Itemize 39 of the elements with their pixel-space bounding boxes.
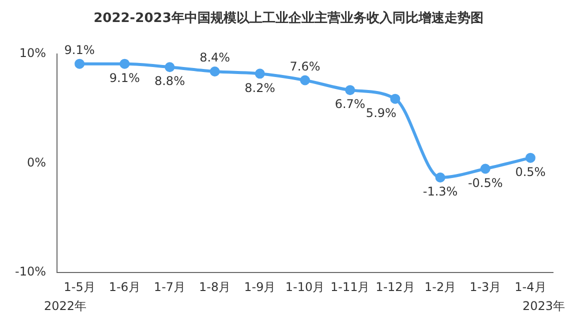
x-tick-label: 1-7月 xyxy=(154,280,186,294)
point xyxy=(164,62,175,72)
x-tick-label: 1-11月 xyxy=(330,280,370,294)
x-tick-label: 1-6月 xyxy=(108,280,140,294)
point xyxy=(525,152,536,163)
text: 2022年 xyxy=(44,298,87,315)
text: 9.1% xyxy=(64,42,95,57)
y-tick-label: 0% xyxy=(26,155,46,170)
x-tick-label: 1-4月 xyxy=(514,280,546,294)
x-tick-label: 1-3月 xyxy=(470,280,502,294)
point xyxy=(480,164,490,174)
text: 8.8% xyxy=(154,74,185,88)
point xyxy=(435,172,446,183)
point xyxy=(345,85,356,96)
text: -0.5% xyxy=(468,176,503,190)
text: 0.5% xyxy=(515,164,546,179)
point xyxy=(300,75,310,86)
text: 8.4% xyxy=(200,50,230,65)
x-tick-label: 1-9月 xyxy=(244,280,276,294)
y-tick-label: 10% xyxy=(19,46,46,60)
text: 7.6% xyxy=(290,59,320,74)
text: 5.9% xyxy=(366,106,396,120)
x-tick-label: 1-2月 xyxy=(424,280,456,294)
point xyxy=(210,66,220,76)
text: 9.1% xyxy=(109,70,140,85)
x-tick-label: 1-5月 xyxy=(64,280,96,294)
text: 8.2% xyxy=(244,80,276,95)
chart-title: 2022-2023年中国规模以上工业企业主营业务收入同比增速走势图 xyxy=(92,10,484,28)
point xyxy=(74,58,85,69)
x-tick-label: 1-8月 xyxy=(199,280,231,294)
point xyxy=(254,68,265,79)
point xyxy=(120,58,130,69)
text: -1.3% xyxy=(422,184,458,199)
text: 2023年 xyxy=(522,298,565,315)
x-tick-label: 1-10月 xyxy=(285,280,325,294)
text: 6.7% xyxy=(334,97,366,112)
y-tick-label: -10% xyxy=(14,264,46,279)
x-tick-label: 1-12月 xyxy=(376,280,415,294)
point xyxy=(390,94,400,104)
